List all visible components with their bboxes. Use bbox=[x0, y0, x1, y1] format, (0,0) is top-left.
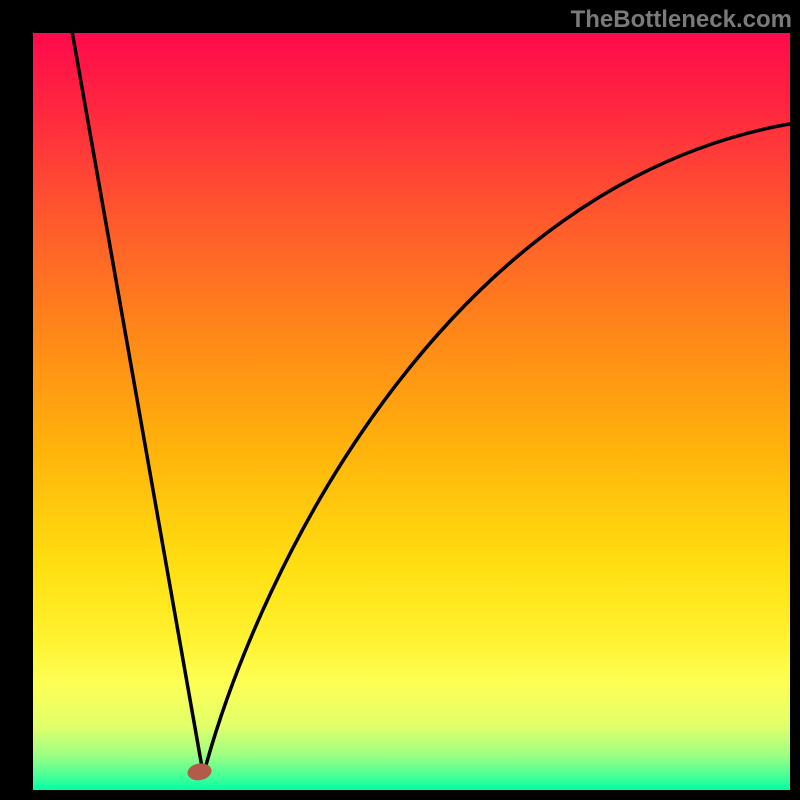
curve-svg bbox=[33, 33, 790, 790]
plot-area bbox=[33, 33, 790, 790]
minimum-marker bbox=[186, 762, 213, 783]
border-left bbox=[0, 0, 33, 800]
chart-container: TheBottleneck.com bbox=[0, 0, 800, 800]
border-bot bbox=[0, 790, 800, 800]
watermark-text: TheBottleneck.com bbox=[571, 6, 792, 34]
bottleneck-curve-right bbox=[203, 124, 790, 775]
border-right bbox=[790, 0, 800, 800]
bottleneck-curve-left bbox=[72, 33, 203, 775]
